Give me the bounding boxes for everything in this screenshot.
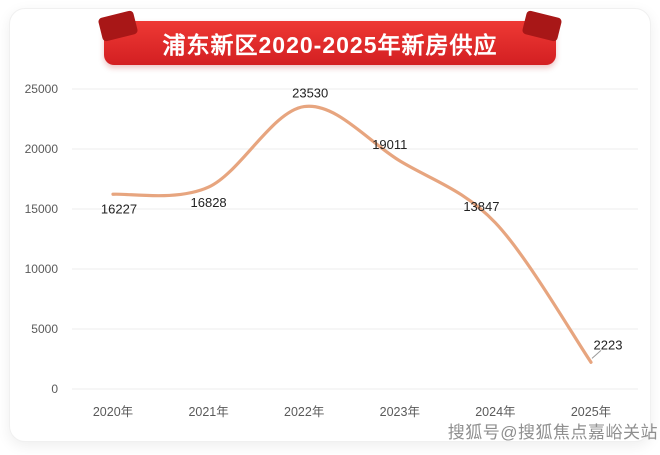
chart-title: 浦东新区2020-2025年新房供应 xyxy=(162,32,498,58)
svg-text:19011: 19011 xyxy=(372,137,407,152)
svg-text:2022年: 2022年 xyxy=(284,405,324,419)
svg-text:2021年: 2021年 xyxy=(188,405,228,419)
svg-text:16227: 16227 xyxy=(101,201,137,216)
svg-text:2024年: 2024年 xyxy=(475,405,515,419)
svg-text:2025年: 2025年 xyxy=(571,405,611,419)
svg-text:10000: 10000 xyxy=(25,262,59,276)
svg-text:2020年: 2020年 xyxy=(93,405,133,419)
svg-text:16828: 16828 xyxy=(191,195,227,210)
line-chart: 0 5000 10000 15000 20000 25000 2020年 2021年 2022年… xyxy=(25,82,638,419)
svg-text:2023年: 2023年 xyxy=(380,405,420,419)
svg-text:0: 0 xyxy=(51,382,58,396)
svg-text:15000: 15000 xyxy=(25,202,59,216)
svg-text:13847: 13847 xyxy=(463,199,499,214)
svg-text:2223: 2223 xyxy=(594,337,623,352)
svg-text:23530: 23530 xyxy=(292,86,328,101)
chart-card: 浦东新区2020-2025年新房供应 0 5000 10000 15000 20000 2… xyxy=(9,8,651,442)
svg-text:25000: 25000 xyxy=(25,82,59,96)
watermark-text: 搜狐号@搜狐焦点嘉峪关站 xyxy=(447,423,658,442)
svg-text:5000: 5000 xyxy=(31,322,58,336)
title-ribbon: 浦东新区2020-2025年新房供应 xyxy=(104,21,556,65)
svg-text:20000: 20000 xyxy=(25,142,59,156)
